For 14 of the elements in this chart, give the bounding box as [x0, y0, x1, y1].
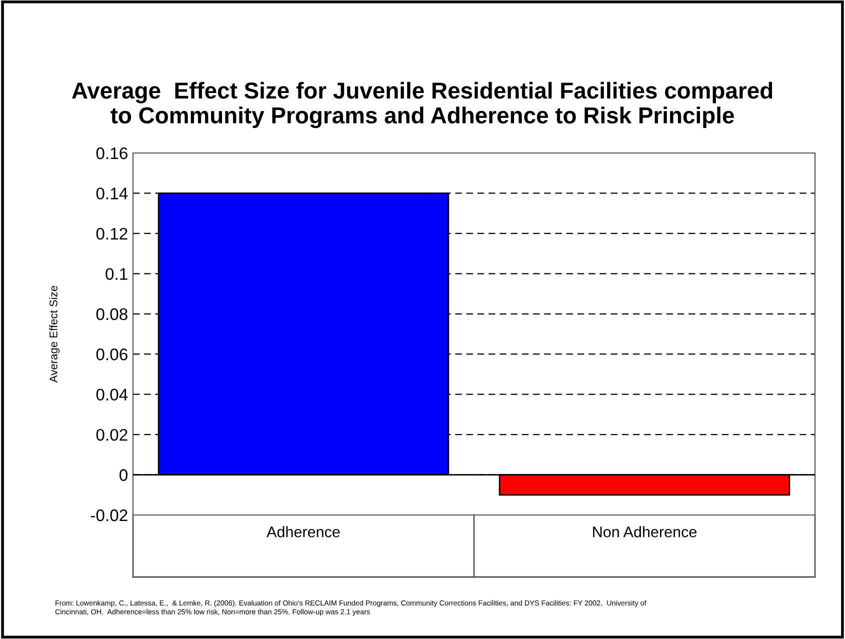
- y-tick-label: 0.08: [96, 308, 128, 320]
- y-tick-label: 0.14: [96, 188, 128, 200]
- y-axis-title: Average Effect Size: [49, 286, 60, 383]
- y-tick-label: -0.02: [90, 509, 128, 522]
- y-tick-label: 0.02: [96, 428, 128, 441]
- y-tick-label: 0: [120, 469, 128, 481]
- chart-title: Average Effect Size for Juvenile Residential Facilities compared to Community Programs and Adherence to Risk Principle: [72, 82, 772, 128]
- y-tick-label: 0.06: [96, 348, 128, 360]
- x-tick-label: Non Adherence: [593, 526, 696, 538]
- y-tick-label: 0.04: [96, 388, 128, 401]
- y-tick-label: 0.12: [96, 228, 128, 240]
- y-tick-label: 0.16: [96, 147, 128, 160]
- y-tick-label: 0.1: [106, 268, 128, 280]
- x-tick-label: Adherence: [266, 526, 340, 538]
